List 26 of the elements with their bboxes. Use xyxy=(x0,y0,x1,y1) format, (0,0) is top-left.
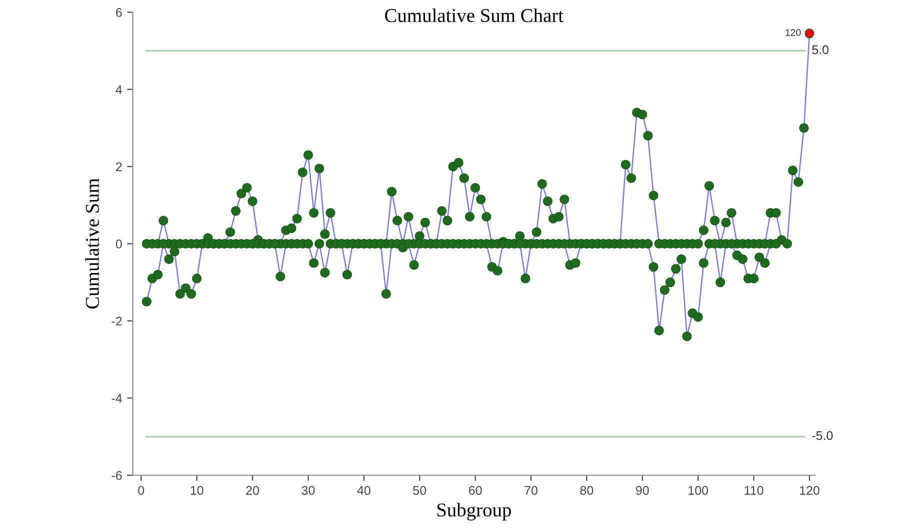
y-tick-label: -4 xyxy=(112,394,122,403)
x-tick-label: 100 xyxy=(688,486,708,495)
x-tick-label: 0 xyxy=(138,486,144,495)
x-tick-label: 40 xyxy=(357,486,370,495)
ref-line-label: 5.0 xyxy=(812,45,829,54)
x-tick-label: 90 xyxy=(636,486,649,495)
y-tick-label: 2 xyxy=(116,162,122,172)
x-tick-label: 30 xyxy=(302,486,315,495)
x-tick-label: 120 xyxy=(800,486,820,495)
x-tick-label: 70 xyxy=(524,486,538,495)
x-tick-label: 80 xyxy=(580,486,594,495)
x-tick-label: 10 xyxy=(190,486,204,495)
x-tick-label: 50 xyxy=(413,486,426,495)
x-tick-label: 110 xyxy=(744,486,764,495)
y-tick-label: 0 xyxy=(116,240,122,248)
y-tick-label: -6 xyxy=(112,471,122,480)
y-axis-title: Cumulative Sum xyxy=(85,178,99,309)
y-tick-label: 6 xyxy=(116,8,122,17)
x-tick-label: 20 xyxy=(246,486,259,495)
y-tick-label: 4 xyxy=(116,85,122,94)
y-tick-label: -2 xyxy=(112,316,122,326)
x-tick-label: 60 xyxy=(468,486,482,495)
chart-title: Cumulative Sum Chart xyxy=(385,8,564,22)
ref-line-label: -5.0 xyxy=(812,431,833,440)
x-axis-title: Subgroup xyxy=(437,502,511,521)
annotation: 120 xyxy=(786,29,801,36)
